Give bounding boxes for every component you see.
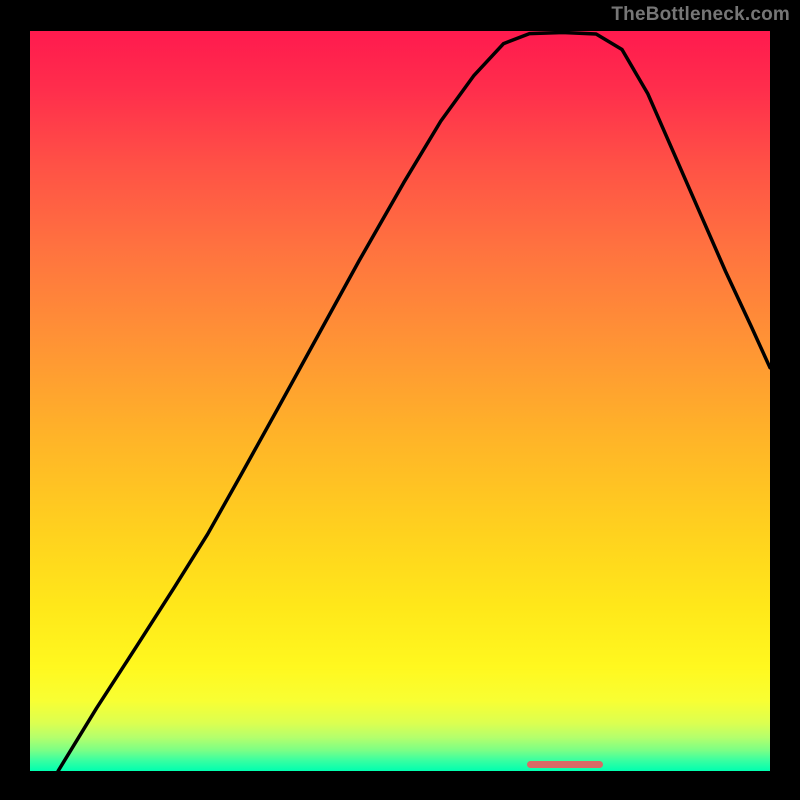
plot-area [30,31,770,771]
watermark-text: TheBottleneck.com [611,4,790,26]
valley-marker [527,761,603,768]
bottleneck-curve [30,31,770,771]
